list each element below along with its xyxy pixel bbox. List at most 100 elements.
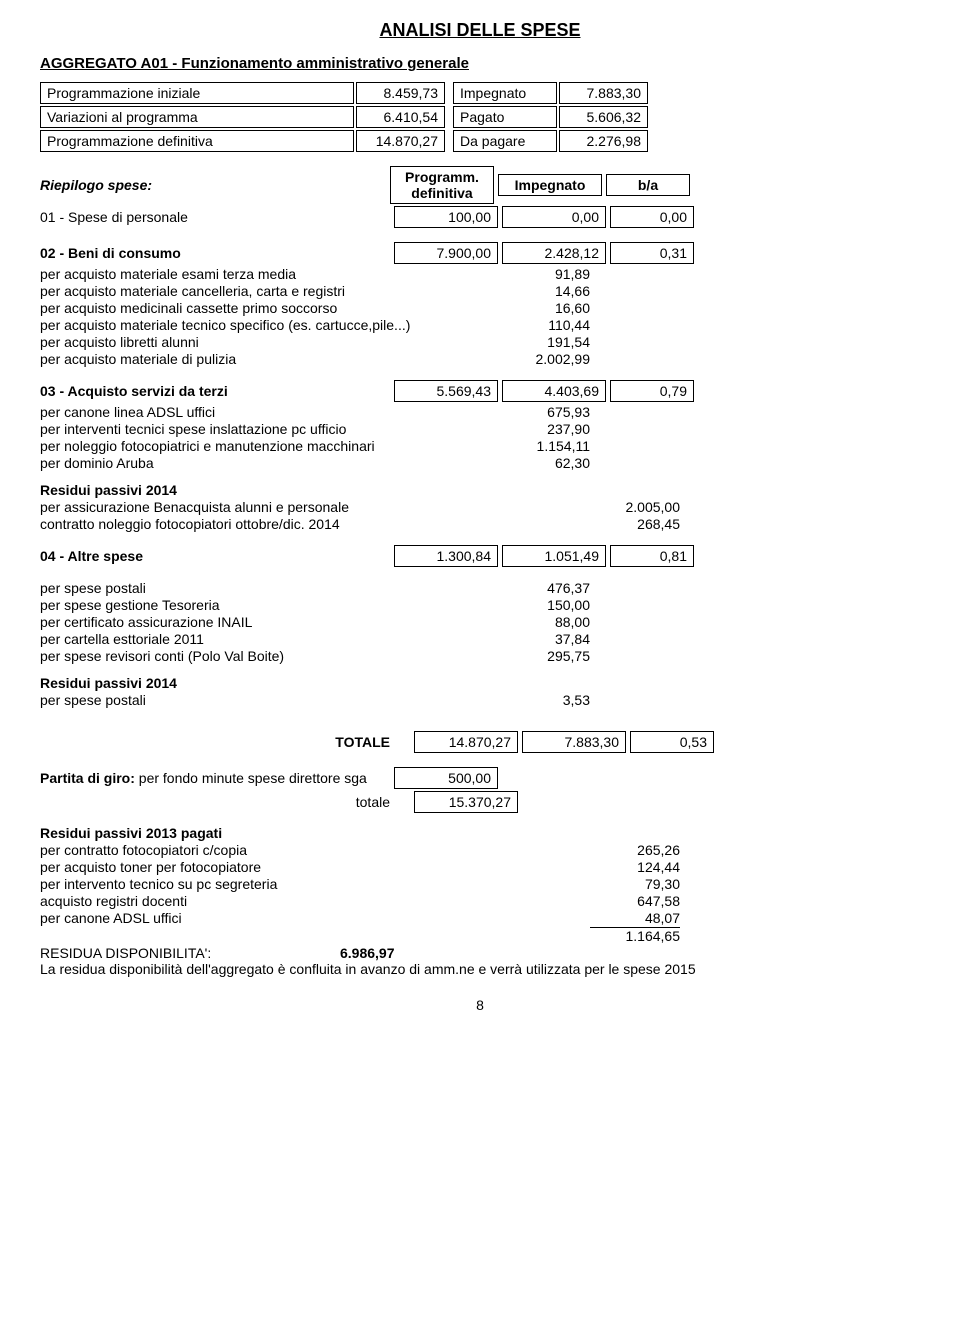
partita-text: Partita di giro: per fondo minute spese …: [40, 770, 390, 786]
residua-value: 6.986,97: [340, 945, 395, 961]
item-label: per noleggio fotocopiatrici e manutenzio…: [40, 438, 500, 454]
partita-totale-row: totale 15.370,27: [40, 791, 920, 813]
col-header: b/a: [606, 174, 690, 196]
item-label: per canone ADSL uffici: [40, 910, 590, 926]
item-label: per acquisto materiale esami terza media: [40, 266, 500, 282]
prog-row-label: Programmazione definitiva: [40, 130, 354, 152]
item-value: 647,58: [590, 893, 680, 909]
cell: 100,00: [394, 206, 498, 228]
cell: 2.428,12: [502, 242, 606, 264]
item-label: per acquisto libretti alunni: [40, 334, 500, 350]
line-item: per intervento tecnico su pc segreteria7…: [40, 876, 680, 892]
item-value: 191,54: [500, 334, 590, 350]
cell: 0,53: [630, 731, 714, 753]
cell: 5.569,43: [394, 380, 498, 402]
item-value: 265,26: [590, 842, 680, 858]
partita-label: Partita di giro:: [40, 770, 135, 786]
row-label: 01 - Spese di personale: [40, 209, 390, 225]
item-label: per acquisto medicinali cassette primo s…: [40, 300, 500, 316]
item-label: per spese postali: [40, 692, 500, 708]
item-value: 62,30: [500, 455, 590, 471]
item-label: contratto noleggio fotocopiatori ottobre…: [40, 516, 590, 532]
cell: 14.870,27: [414, 731, 518, 753]
item-label: per spese gestione Tesoreria: [40, 597, 500, 613]
item-label: per cartella esttoriale 2011: [40, 631, 500, 647]
page-number: 8: [40, 997, 920, 1013]
footnote: La residua disponibilità dell'aggregato …: [40, 961, 920, 977]
riepilogo-label: Riepilogo spese:: [40, 177, 390, 193]
cell: 7.900,00: [394, 242, 498, 264]
item-label: per spese revisori conti (Polo Val Boite…: [40, 648, 500, 664]
line-item: per spese postali476,37: [40, 580, 590, 596]
line-item: per interventi tecnici spese inslattazio…: [40, 421, 590, 437]
line-item: per acquisto materiale esami terza media…: [40, 266, 590, 282]
line-item: per acquisto medicinali cassette primo s…: [40, 300, 590, 316]
page-title: ANALISI DELLE SPESE: [40, 20, 920, 41]
cell: 0,31: [610, 242, 694, 264]
item-label: per canone linea ADSL uffici: [40, 404, 500, 420]
residui-2013-sum: 1.164,65: [590, 927, 680, 944]
line-item: per acquisto materiale tecnico specifico…: [40, 317, 590, 333]
cell: 0,81: [610, 545, 694, 567]
item-value: 110,44: [500, 317, 590, 333]
row-label: 03 - Acquisto servizi da terzi: [40, 383, 390, 399]
partita-totale-label: totale: [40, 794, 410, 810]
r03-items: per canone linea ADSL uffici675,93per in…: [40, 404, 920, 471]
residua-label: RESIDUA DISPONIBILITA':: [40, 945, 340, 961]
item-label: per intervento tecnico su pc segreteria: [40, 876, 590, 892]
item-value: 150,00: [500, 597, 590, 613]
cell: 4.403,69: [502, 380, 606, 402]
row-label: 04 - Altre spese: [40, 548, 390, 564]
residui-2013-title: Residui passivi 2013 pagati: [40, 825, 920, 841]
line-item: per canone linea ADSL uffici675,93: [40, 404, 590, 420]
partita-desc: per fondo minute spese direttore sga: [135, 770, 367, 786]
line-item: per assicurazione Benacquista alunni e p…: [40, 499, 680, 515]
cell: 1.300,84: [394, 545, 498, 567]
residui04-items: per spese postali3,53: [40, 692, 920, 708]
row-01: 01 - Spese di personale 100,00 0,00 0,00: [40, 206, 920, 228]
col-header: Programm. definitiva: [390, 166, 494, 204]
row-04: 04 - Altre spese 1.300,84 1.051,49 0,81: [40, 545, 920, 567]
cell: 0,79: [610, 380, 694, 402]
item-value: 48,07: [590, 910, 680, 926]
item-value: 2.002,99: [500, 351, 590, 367]
prog-row-label2: Da pagare: [453, 130, 557, 152]
item-value: 124,44: [590, 859, 680, 875]
item-label: per spese postali: [40, 580, 500, 596]
item-value: 88,00: [500, 614, 590, 630]
programmazione-block: Programmazione iniziale 8.459,73 Impegna…: [40, 82, 920, 152]
prog-row-label: Programmazione iniziale: [40, 82, 354, 104]
item-label: acquisto registri docenti: [40, 893, 590, 909]
prog-row-v2: 7.883,30: [559, 82, 648, 104]
item-value: 237,90: [500, 421, 590, 437]
line-item: per acquisto libretti alunni191,54: [40, 334, 590, 350]
item-label: per assicurazione Benacquista alunni e p…: [40, 499, 590, 515]
item-value: 295,75: [500, 648, 590, 664]
item-label: per dominio Aruba: [40, 455, 500, 471]
line-item: per acquisto toner per fotocopiatore124,…: [40, 859, 680, 875]
item-value: 268,45: [590, 516, 680, 532]
prog-row-label2: Impegnato: [453, 82, 557, 104]
line-item: per acquisto materiale cancelleria, cart…: [40, 283, 590, 299]
prog-row-v1: 14.870,27: [356, 130, 445, 152]
totale-label: TOTALE: [40, 734, 410, 750]
line-item: per spese postali3,53: [40, 692, 590, 708]
cell: 0,00: [502, 206, 606, 228]
item-value: 79,30: [590, 876, 680, 892]
residua-row: RESIDUA DISPONIBILITA': 6.986,97: [40, 945, 920, 961]
line-item: per dominio Aruba62,30: [40, 455, 590, 471]
line-item: per contratto fotocopiatori c/copia265,2…: [40, 842, 680, 858]
item-value: 3,53: [500, 692, 590, 708]
item-value: 91,89: [500, 266, 590, 282]
row-label: 02 - Beni di consumo: [40, 245, 390, 261]
prog-row-v1: 8.459,73: [356, 82, 445, 104]
item-value: 37,84: [500, 631, 590, 647]
prog-row-label: Variazioni al programma: [40, 106, 354, 128]
cell: 0,00: [610, 206, 694, 228]
partita-row: Partita di giro: per fondo minute spese …: [40, 767, 920, 789]
item-label: per certificato assicurazione INAIL: [40, 614, 500, 630]
line-item: per spese revisori conti (Polo Val Boite…: [40, 648, 590, 664]
r04-items: per spese postali476,37per spese gestion…: [40, 580, 920, 664]
prog-row-v2: 5.606,32: [559, 106, 648, 128]
item-value: 16,60: [500, 300, 590, 316]
